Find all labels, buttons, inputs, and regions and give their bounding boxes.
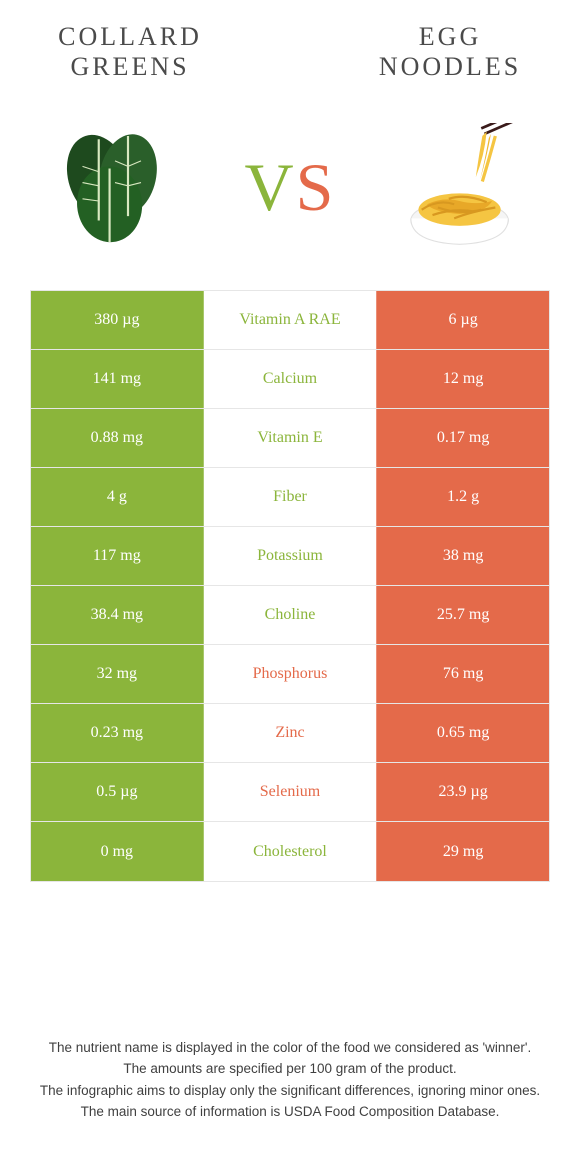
table-row: 38.4 mgCholine25.7 mg [31, 586, 549, 645]
nutrient-table: 380 µgVitamin A RAE6 µg141 mgCalcium12 m… [30, 290, 550, 882]
right-value: 76 mg [376, 645, 549, 703]
left-value: 0.88 mg [31, 409, 204, 467]
nutrient-label: Vitamin A RAE [204, 291, 377, 349]
left-value: 32 mg [31, 645, 204, 703]
right-value: 38 mg [376, 527, 549, 585]
nutrient-label: Phosphorus [204, 645, 377, 703]
footer-line-1: The nutrient name is displayed in the co… [30, 1038, 550, 1058]
nutrient-label: Calcium [204, 350, 377, 408]
right-value: 1.2 g [376, 468, 549, 526]
right-value: 0.65 mg [376, 704, 549, 762]
nutrient-label: Vitamin E [204, 409, 377, 467]
table-row: 0.88 mgVitamin E0.17 mg [31, 409, 549, 468]
right-food-title: EGG NOODLES [360, 22, 540, 82]
images-row: VS [0, 95, 580, 280]
footer-line-4: The main source of information is USDA F… [30, 1102, 550, 1122]
right-value: 23.9 µg [376, 763, 549, 821]
footer: The nutrient name is displayed in the co… [30, 1038, 550, 1124]
header: COLLARD GREENS EGG NOODLES [0, 0, 580, 95]
nutrient-label: Zinc [204, 704, 377, 762]
table-row: 380 µgVitamin A RAE6 µg [31, 291, 549, 350]
left-value: 0 mg [31, 822, 204, 881]
vs-v: V [245, 149, 296, 225]
right-value: 0.17 mg [376, 409, 549, 467]
nutrient-label: Cholesterol [204, 822, 377, 881]
table-row: 141 mgCalcium12 mg [31, 350, 549, 409]
left-value: 0.5 µg [31, 763, 204, 821]
left-value: 4 g [31, 468, 204, 526]
footer-line-2: The amounts are specified per 100 gram o… [30, 1059, 550, 1079]
table-row: 0 mgCholesterol29 mg [31, 822, 549, 881]
footer-line-3: The infographic aims to display only the… [30, 1081, 550, 1101]
left-value: 0.23 mg [31, 704, 204, 762]
collard-greens-image [45, 118, 185, 258]
right-value: 12 mg [376, 350, 549, 408]
table-row: 0.23 mgZinc0.65 mg [31, 704, 549, 763]
left-value: 380 µg [31, 291, 204, 349]
table-row: 117 mgPotassium38 mg [31, 527, 549, 586]
egg-noodles-image [395, 118, 535, 258]
vs-s: S [296, 149, 336, 225]
left-value: 38.4 mg [31, 586, 204, 644]
nutrient-label: Fiber [204, 468, 377, 526]
left-value: 117 mg [31, 527, 204, 585]
right-value: 29 mg [376, 822, 549, 881]
table-row: 4 gFiber1.2 g [31, 468, 549, 527]
left-food-title: COLLARD GREENS [40, 22, 220, 82]
nutrient-label: Potassium [204, 527, 377, 585]
vs-label: VS [245, 148, 336, 227]
table-row: 0.5 µgSelenium23.9 µg [31, 763, 549, 822]
right-value: 25.7 mg [376, 586, 549, 644]
left-value: 141 mg [31, 350, 204, 408]
nutrient-label: Choline [204, 586, 377, 644]
nutrient-label: Selenium [204, 763, 377, 821]
table-row: 32 mgPhosphorus76 mg [31, 645, 549, 704]
right-value: 6 µg [376, 291, 549, 349]
